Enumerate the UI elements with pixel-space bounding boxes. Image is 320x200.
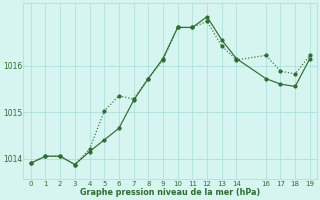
X-axis label: Graphe pression niveau de la mer (hPa): Graphe pression niveau de la mer (hPa) [80, 188, 260, 197]
